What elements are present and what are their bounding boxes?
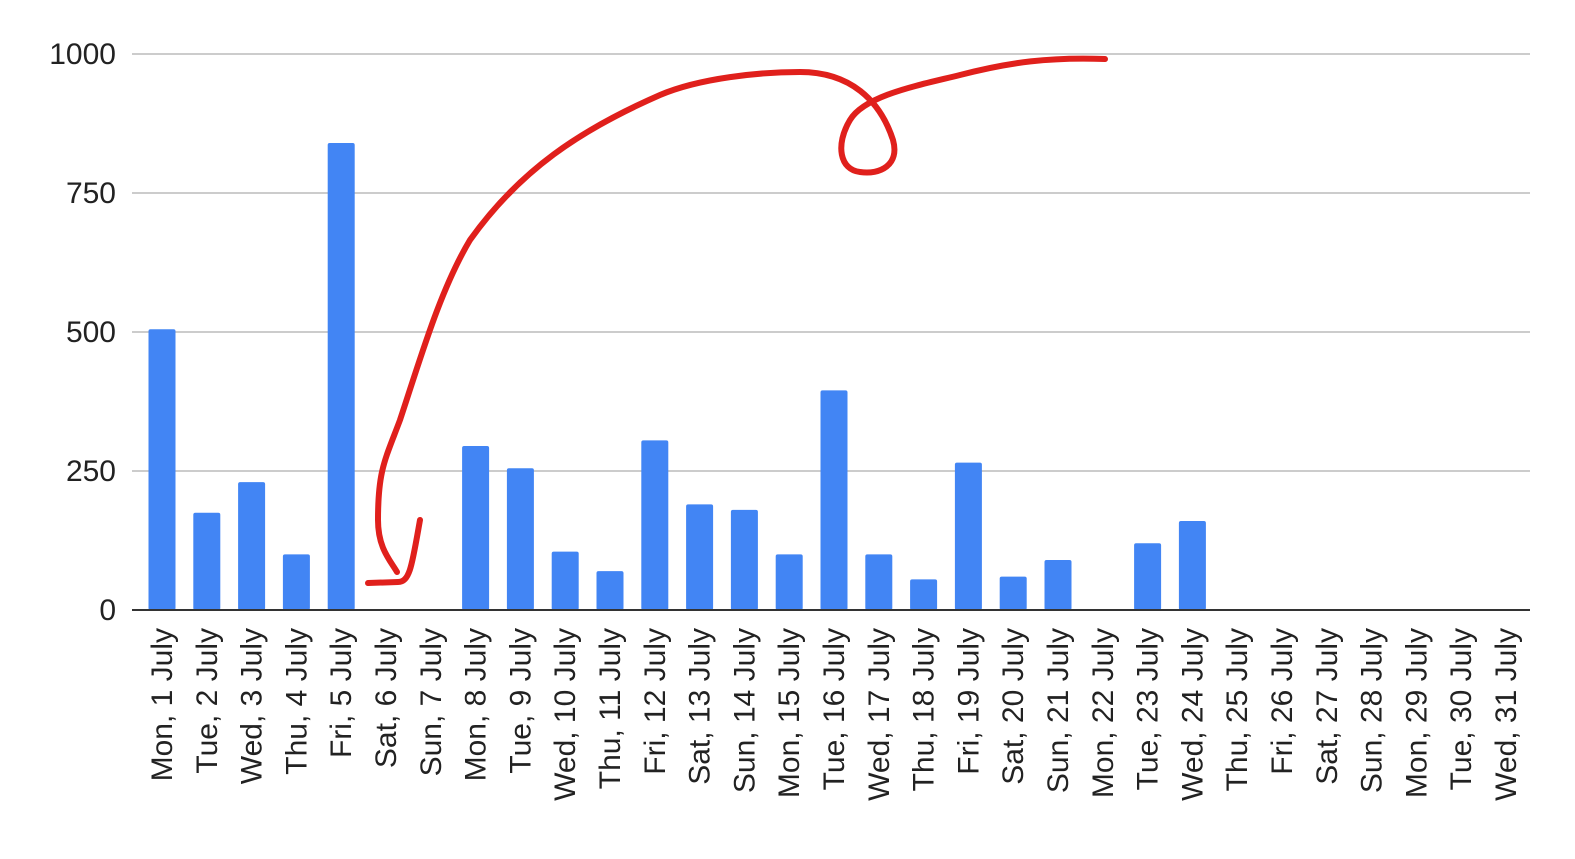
- x-tick-label: Thu, 4 July: [280, 628, 313, 775]
- bar: [910, 579, 938, 610]
- bar: [551, 551, 579, 610]
- x-tick-label: Fri, 26 July: [1266, 628, 1299, 775]
- y-tick-label: 750: [66, 177, 116, 210]
- x-tick-label: Wed, 3 July: [236, 628, 269, 784]
- bar: [327, 142, 355, 610]
- x-tick-label: Sun, 21 July: [1042, 628, 1075, 793]
- bar: [282, 554, 310, 610]
- bar: [596, 571, 624, 610]
- y-tick-label: 0: [99, 594, 116, 627]
- x-tick-label: Mon, 15 July: [773, 628, 806, 798]
- bars: [148, 142, 1206, 610]
- x-tick-label: Mon, 22 July: [1087, 628, 1120, 798]
- handwritten-arrow-annotation: [365, 55, 1108, 586]
- x-tick-label: Fri, 19 July: [952, 628, 985, 775]
- y-tick-label: 1000: [49, 38, 116, 71]
- x-tick-label: Tue, 2 July: [191, 628, 224, 774]
- x-tick-label: Thu, 11 July: [594, 628, 627, 789]
- x-tick-label: Fri, 12 July: [639, 628, 672, 775]
- bar: [775, 554, 803, 610]
- x-tick-label: Thu, 25 July: [1221, 628, 1254, 791]
- x-tick-label: Wed, 31 July: [1490, 628, 1523, 801]
- x-tick-label: Tue, 30 July: [1445, 628, 1478, 790]
- x-tick-label: Wed, 10 July: [549, 628, 582, 801]
- x-tick-label: Wed, 17 July: [863, 628, 896, 801]
- y-axis-tick-labels: 0 250 500 750 1000: [49, 38, 116, 627]
- y-tick-label: 500: [66, 316, 116, 349]
- x-tick-label: Fri, 5 July: [325, 628, 358, 758]
- bar: [730, 509, 758, 610]
- x-tick-label: Mon, 1 July: [146, 628, 179, 781]
- x-tick-label: Thu, 18 July: [908, 628, 941, 791]
- x-tick-label: Sat, 6 July: [370, 628, 403, 768]
- x-tick-label: Sat, 13 July: [684, 628, 717, 785]
- bar: [1178, 521, 1206, 610]
- x-tick-label: Sun, 7 July: [415, 628, 448, 776]
- x-tick-label: Mon, 8 July: [460, 628, 493, 781]
- bar: [193, 512, 221, 610]
- bar: [1134, 543, 1162, 610]
- bar: [865, 554, 893, 610]
- bar: [954, 462, 982, 610]
- bar: [462, 445, 490, 610]
- bar: [686, 504, 714, 610]
- x-tick-label: Tue, 9 July: [504, 628, 537, 774]
- x-tick-label: Tue, 16 July: [818, 628, 851, 790]
- x-tick-label: Sun, 28 July: [1356, 628, 1389, 793]
- x-tick-label: Sat, 20 July: [997, 628, 1030, 785]
- bar: [1044, 559, 1072, 610]
- bar: [820, 390, 848, 610]
- x-tick-label: Sun, 14 July: [728, 628, 761, 793]
- bar: [641, 440, 669, 610]
- x-axis-tick-labels: Mon, 1 July Tue, 2 July Wed, 3 July Thu, 4 …: [146, 628, 1523, 801]
- y-tick-label: 250: [66, 455, 116, 488]
- x-tick-label: Sat, 27 July: [1311, 628, 1344, 785]
- bar: [238, 482, 266, 610]
- x-tick-label: Wed, 24 July: [1176, 628, 1209, 801]
- x-tick-label: Tue, 23 July: [1132, 628, 1165, 790]
- bar: [506, 468, 534, 610]
- bar: [148, 329, 176, 610]
- x-tick-label: Mon, 29 July: [1400, 628, 1433, 798]
- bar: [999, 576, 1027, 610]
